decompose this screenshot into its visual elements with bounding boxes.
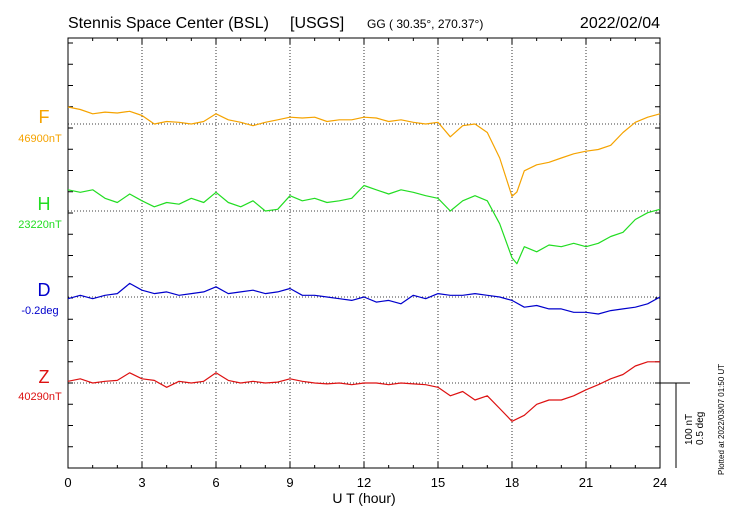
series-name-Z: Z: [39, 367, 50, 387]
x-tick-label: 0: [64, 475, 71, 490]
series-line-F: [67, 106, 661, 197]
series-baseline-F: 46900nT: [18, 133, 62, 145]
x-axis-label: U T (hour): [332, 490, 395, 506]
x-tick-label: 24: [653, 475, 667, 490]
x-tick-labels: 0 3 6 9 12 15 18 21 24: [64, 475, 667, 490]
chart-title: Stennis Space Center (BSL): [68, 15, 269, 32]
x-tick-label: 18: [505, 475, 519, 490]
x-tick-label: 6: [212, 475, 219, 490]
scale-bar: 100 nT 0.5 deg: [660, 382, 706, 468]
axis-ticks: [67, 38, 661, 469]
plotted-note: Plotted at 2022/03/07 01:50 UT: [717, 364, 726, 475]
x-tick-label: 3: [138, 475, 145, 490]
series-line-D: [67, 282, 661, 315]
x-tick-label: 21: [579, 475, 593, 490]
series-name-D: D: [38, 280, 51, 300]
series-line-Z: [67, 361, 660, 422]
grid-lines: [68, 38, 660, 468]
plot-frame: [67, 37, 661, 469]
series-traces: [67, 106, 661, 422]
series-baseline-Z: 40290nT: [18, 391, 62, 403]
scale-label-nt: 100 nT: [684, 414, 695, 445]
series-name-H: H: [38, 194, 51, 214]
x-tick-label: 15: [431, 475, 445, 490]
series-name-F: F: [39, 107, 50, 127]
x-tick-label: 12: [357, 475, 371, 490]
x-tick-label: 9: [286, 475, 293, 490]
series-labels: F 46900nT H 23220nT D -0.2deg Z 40290nT: [18, 107, 62, 403]
coords-label: GG ( 30.35°, 270.37°): [367, 17, 483, 31]
scale-label-deg: 0.5 deg: [695, 412, 706, 445]
series-baseline-D: -0.2deg: [21, 305, 58, 317]
series-line-H: [67, 184, 661, 265]
date-label: 2022/02/04: [580, 15, 660, 32]
series-baseline-H: 23220nT: [18, 219, 62, 231]
network-label: [USGS]: [290, 15, 344, 32]
